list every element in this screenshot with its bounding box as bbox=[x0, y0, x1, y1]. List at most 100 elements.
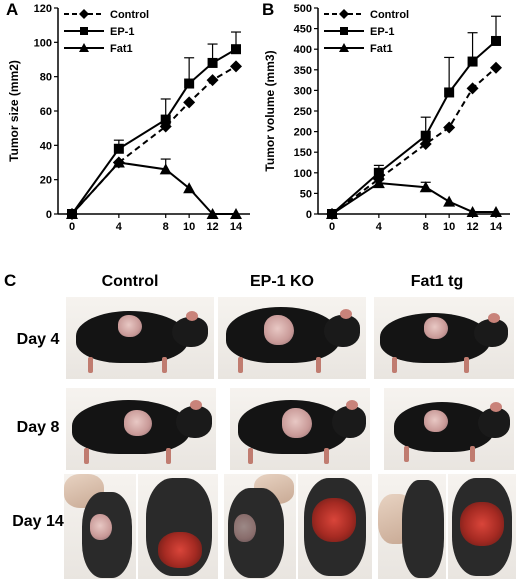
row-header-day-4: Day 4 bbox=[16, 331, 60, 348]
legend-marker bbox=[79, 43, 89, 52]
panel-letter-a: A bbox=[6, 0, 19, 19]
legend-label: Control bbox=[370, 9, 409, 21]
x-tick-label: 10 bbox=[443, 221, 455, 232]
x-tick-label: 14 bbox=[490, 221, 503, 232]
legend-label: Fat1 bbox=[110, 43, 133, 55]
y-tick-label: 250 bbox=[294, 106, 312, 118]
data-point bbox=[206, 208, 219, 219]
series-ep-1 bbox=[327, 15, 501, 219]
panel-letter-b: B bbox=[262, 0, 275, 19]
legend-label: EP-1 bbox=[110, 26, 134, 38]
x-tick-label: 8 bbox=[163, 221, 169, 232]
series-line bbox=[71, 65, 237, 215]
series-line bbox=[71, 48, 237, 215]
x-tick-label: 0 bbox=[329, 221, 335, 232]
data-point bbox=[112, 156, 125, 168]
photo-fat1-tg-day-14-open bbox=[448, 474, 516, 579]
data-point bbox=[444, 87, 455, 98]
y-tick-label: 300 bbox=[294, 85, 312, 97]
photo-fat1-tg-day-14-skin bbox=[378, 474, 446, 579]
data-point bbox=[372, 177, 385, 189]
y-tick-label: 150 bbox=[294, 147, 312, 159]
y-tick-label: 40 bbox=[40, 140, 52, 152]
x-tick-label: 14 bbox=[230, 221, 243, 232]
tumor-volume-chart: 050100150200250300350400450500048101214D… bbox=[260, 0, 520, 247]
photo-fat1-tg-day-4 bbox=[374, 297, 514, 379]
data-point bbox=[159, 163, 172, 175]
data-point bbox=[491, 35, 501, 46]
legend-marker bbox=[79, 9, 89, 19]
series-fat1 bbox=[326, 177, 502, 219]
data-point bbox=[373, 167, 384, 178]
y-tick-label: 60 bbox=[40, 106, 52, 118]
legend-label: Fat1 bbox=[370, 43, 393, 55]
y-tick-label: 350 bbox=[294, 65, 312, 77]
data-point bbox=[443, 195, 456, 207]
data-point bbox=[160, 114, 171, 125]
x-tick-label: 4 bbox=[376, 221, 383, 232]
data-point bbox=[420, 130, 431, 141]
data-point bbox=[183, 96, 196, 109]
data-point bbox=[443, 121, 456, 134]
y-tick-label: 400 bbox=[294, 44, 312, 56]
legend-marker bbox=[340, 27, 348, 35]
y-axis-label: Tumor size (mm2) bbox=[7, 60, 21, 162]
series-line bbox=[71, 161, 236, 215]
x-tick-label: 12 bbox=[206, 221, 218, 232]
column-header-ep1-ko: EP-1 KO bbox=[249, 273, 314, 290]
data-point bbox=[466, 205, 479, 217]
x-tick-label: 8 bbox=[423, 221, 429, 232]
data-point bbox=[207, 57, 218, 68]
x-tick-label: 10 bbox=[183, 221, 195, 232]
data-point bbox=[230, 208, 242, 219]
photo-ep1-ko-day-14-open bbox=[298, 474, 372, 579]
y-axis-label: Tumor volume (mm3) bbox=[263, 50, 277, 171]
photo-ep1-ko-day-4 bbox=[218, 297, 366, 379]
data-point bbox=[419, 181, 432, 193]
y-tick-label: 0 bbox=[46, 209, 52, 221]
y-tick-label: 100 bbox=[294, 168, 312, 180]
data-point bbox=[184, 78, 195, 89]
column-header-control: Control bbox=[101, 273, 159, 290]
x-tick-label: 0 bbox=[69, 221, 75, 232]
photo-control-day-14-open bbox=[138, 474, 218, 579]
row-header-day-14: Day 14 bbox=[12, 513, 64, 530]
legend-marker bbox=[339, 9, 349, 19]
series-line bbox=[331, 182, 496, 215]
photo-control-day-4 bbox=[66, 297, 214, 379]
data-point bbox=[326, 208, 338, 219]
data-point bbox=[206, 74, 219, 87]
data-point bbox=[66, 208, 78, 219]
y-tick-label: 20 bbox=[40, 175, 52, 187]
row-header-day-8: Day 8 bbox=[16, 419, 60, 436]
column-header-fat1-tg: Fat1 tg bbox=[410, 273, 464, 290]
data-point bbox=[490, 205, 502, 217]
chart-svg: 050100150200250300350400450500048101214D… bbox=[263, 3, 510, 247]
series-control bbox=[66, 60, 242, 220]
y-tick-label: 120 bbox=[34, 3, 52, 15]
data-point bbox=[231, 44, 241, 55]
y-tick-label: 500 bbox=[294, 3, 312, 15]
y-tick-label: 80 bbox=[40, 72, 52, 84]
x-tick-label: 12 bbox=[466, 221, 478, 232]
series-fat1 bbox=[66, 156, 242, 219]
photo-control-day-8 bbox=[66, 388, 216, 470]
x-tick-label: 4 bbox=[116, 221, 123, 232]
data-point bbox=[230, 60, 242, 73]
legend-label: Control bbox=[110, 9, 149, 21]
tumor-size-chart: 020406080100120048101214DayTumor size (m… bbox=[0, 0, 260, 247]
y-tick-label: 100 bbox=[34, 37, 52, 49]
y-tick-label: 200 bbox=[294, 127, 312, 139]
y-tick-label: 450 bbox=[294, 24, 312, 36]
y-tick-label: 50 bbox=[300, 188, 312, 200]
legend: Control EP-1 Fat1 bbox=[64, 9, 149, 55]
data-point bbox=[419, 137, 432, 150]
photo-ep1-ko-day-8 bbox=[230, 388, 370, 470]
legend: Control EP-1 Fat1 bbox=[324, 9, 409, 55]
data-point bbox=[113, 143, 124, 154]
photo-control-day-14-skin bbox=[64, 474, 136, 579]
panel-letter-c: C bbox=[4, 271, 17, 290]
legend-label: EP-1 bbox=[370, 26, 394, 38]
chart-svg: 020406080100120048101214DayTumor size (m… bbox=[7, 3, 250, 247]
data-point bbox=[467, 56, 478, 67]
